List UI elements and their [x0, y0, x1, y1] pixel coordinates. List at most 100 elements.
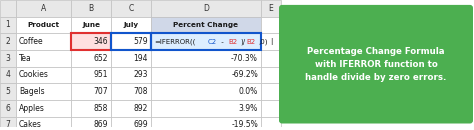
Text: 892: 892 [134, 104, 148, 113]
Text: D: D [203, 4, 209, 13]
Text: ,0): ,0) [258, 38, 268, 45]
Text: 194: 194 [134, 54, 148, 63]
Bar [111, 117, 151, 130]
Bar [71, 67, 111, 83]
Bar [261, 117, 281, 130]
Text: -69.2%: -69.2% [231, 70, 258, 79]
Text: B2: B2 [228, 39, 237, 45]
Text: 2: 2 [6, 37, 10, 46]
Text: Apples: Apples [19, 104, 45, 113]
Text: 707: 707 [93, 87, 108, 96]
Bar [16, 100, 71, 117]
Bar [151, 0, 261, 17]
Text: Bagels: Bagels [19, 87, 45, 96]
Bar [261, 100, 281, 117]
Bar [261, 0, 281, 17]
Text: 652: 652 [93, 54, 108, 63]
Text: 951: 951 [93, 70, 108, 79]
Bar [261, 17, 281, 33]
Bar [71, 83, 111, 100]
Text: Product: Product [27, 22, 60, 28]
Bar [71, 100, 111, 117]
Text: 7: 7 [6, 121, 10, 129]
Text: |: | [271, 38, 273, 45]
Text: Tea: Tea [19, 54, 32, 63]
Bar [151, 33, 261, 50]
Bar [111, 83, 151, 100]
Bar [16, 0, 71, 17]
Bar [111, 33, 151, 50]
Text: 4: 4 [6, 70, 10, 79]
Bar [151, 17, 261, 33]
Text: Percentage Change Formula
with IFERROR function to
handle divide by zero errors.: Percentage Change Formula with IFERROR f… [305, 47, 447, 82]
Text: 6: 6 [6, 104, 10, 113]
Text: Percent Change: Percent Change [173, 22, 238, 28]
Bar [261, 33, 281, 50]
Bar [151, 117, 261, 130]
Bar [0, 33, 16, 50]
Text: 346: 346 [93, 37, 108, 46]
Bar [111, 100, 151, 117]
Bar [0, 117, 16, 130]
FancyBboxPatch shape [279, 5, 473, 123]
Bar [151, 67, 261, 83]
Bar [71, 17, 111, 33]
Bar [151, 50, 261, 67]
Bar [0, 0, 16, 17]
Bar [0, 67, 16, 83]
Bar [0, 17, 16, 33]
Text: C: C [128, 4, 134, 13]
Bar [261, 67, 281, 83]
Text: -19.5%: -19.5% [231, 121, 258, 129]
Text: E: E [269, 4, 273, 13]
Bar [71, 117, 111, 130]
Text: 579: 579 [133, 37, 148, 46]
Text: B2: B2 [246, 39, 255, 45]
Bar [151, 33, 261, 50]
Text: C2: C2 [208, 39, 217, 45]
Bar [16, 33, 71, 50]
Text: June: June [82, 22, 100, 28]
Bar [16, 83, 71, 100]
Text: A: A [41, 4, 46, 13]
Bar [261, 83, 281, 100]
Text: 0.0%: 0.0% [239, 87, 258, 96]
Text: -: - [219, 39, 226, 45]
Text: 293: 293 [134, 70, 148, 79]
Text: 858: 858 [94, 104, 108, 113]
Bar [16, 117, 71, 130]
Bar [151, 83, 261, 100]
Bar [71, 0, 111, 17]
Text: 869: 869 [93, 121, 108, 129]
Text: 5: 5 [6, 87, 10, 96]
Bar [71, 50, 111, 67]
Bar [0, 100, 16, 117]
Bar [16, 67, 71, 83]
Text: 3.9%: 3.9% [239, 104, 258, 113]
Bar [111, 67, 151, 83]
Text: 1: 1 [6, 21, 10, 30]
Text: )/: )/ [240, 38, 245, 45]
Bar [261, 17, 281, 33]
Bar [16, 50, 71, 67]
Bar [151, 100, 261, 117]
Text: 3: 3 [6, 54, 10, 63]
Text: Cookies: Cookies [19, 70, 49, 79]
Bar [111, 17, 151, 33]
Bar [16, 17, 71, 33]
Bar [71, 33, 111, 50]
Bar [111, 0, 151, 17]
Bar [0, 50, 16, 67]
Text: =IFERROR((: =IFERROR(( [154, 38, 195, 45]
Text: B: B [89, 4, 93, 13]
Text: Cakes: Cakes [19, 121, 42, 129]
Text: 699: 699 [133, 121, 148, 129]
Bar [0, 83, 16, 100]
Bar [111, 33, 151, 50]
Text: -70.3%: -70.3% [231, 54, 258, 63]
Text: Coffee: Coffee [19, 37, 44, 46]
Text: 708: 708 [134, 87, 148, 96]
Bar [111, 50, 151, 67]
Bar [261, 50, 281, 67]
Text: July: July [123, 22, 138, 28]
